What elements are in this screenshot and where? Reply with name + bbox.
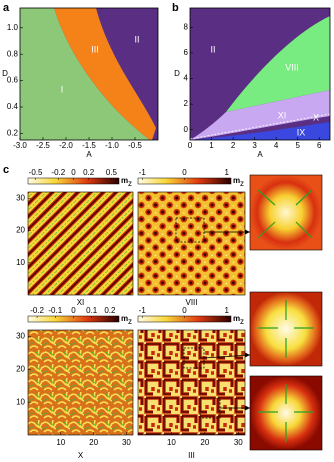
colorbar-tick-label: 1	[225, 306, 230, 315]
map-label: X	[78, 451, 84, 460]
x-tick-label: 10	[56, 438, 65, 447]
map-label: XI	[77, 298, 85, 307]
x-tick-label: 2	[231, 141, 236, 150]
texture-map	[137, 191, 246, 296]
y-tick-label: 30	[16, 332, 25, 341]
x-tick-label: -2.0	[59, 141, 73, 150]
zoom-box	[175, 217, 205, 243]
x-tick-label: -3.0	[13, 141, 27, 150]
x-tick-label: 5	[295, 141, 300, 150]
y-axis-label: D	[2, 69, 8, 78]
y-tick-label: 0.4	[7, 102, 19, 111]
colorbar-tick-label: -0.2	[30, 306, 44, 315]
zoom-arrowhead	[245, 229, 250, 235]
y-tick-label: 6	[184, 48, 189, 57]
colorbar-tick-label: 0.1	[86, 306, 98, 315]
x-tick-label: 20	[200, 438, 209, 447]
panel-label: b	[172, 2, 179, 14]
colorbar-tick-label: -1	[139, 306, 147, 315]
texture-map	[137, 329, 246, 436]
colorbar-tick-label: 0	[182, 306, 187, 315]
map-label: III	[188, 451, 195, 460]
texture-map	[27, 329, 134, 436]
colorbar-unit-sub: z	[128, 317, 132, 326]
phase-region	[190, 122, 330, 140]
x-axis-label: A	[257, 150, 263, 159]
region-label: XI	[278, 110, 287, 120]
x-tick-label: 30	[122, 438, 131, 447]
region-label: II	[134, 34, 139, 44]
colorbar-unit-sub: z	[240, 179, 244, 188]
y-tick-label: 0.2	[7, 129, 19, 138]
phase-region	[20, 8, 150, 140]
x-tick-label: 1	[209, 141, 214, 150]
x-tick-label: 6	[317, 141, 322, 150]
plot-frame	[189, 7, 331, 141]
x-tick-label: -1.0	[105, 141, 119, 150]
colorbar-tick-label: -1	[139, 168, 147, 177]
x-tick-label: 20	[89, 438, 98, 447]
colorbar-unit-sub: z	[128, 179, 132, 188]
region-label: I	[61, 84, 64, 94]
colorbar-unit: m	[121, 176, 128, 185]
y-tick-label: 1.0	[7, 23, 19, 32]
y-tick-label: 0.6	[7, 76, 19, 85]
phase-region	[226, 16, 330, 112]
colorbar-tick-label: 0.5	[106, 168, 118, 177]
y-tick-label: 0.8	[7, 49, 19, 58]
x-tick-label: 4	[274, 141, 279, 150]
phase-region	[54, 8, 156, 140]
y-tick-label: 10	[16, 258, 25, 267]
phase-region	[190, 90, 330, 140]
y-tick-label: 10	[16, 397, 25, 406]
colorbar-tick-label: 0	[71, 306, 76, 315]
phase-boundary	[189, 113, 331, 140]
x-tick-label: 0	[188, 141, 193, 150]
y-tick-label: 30	[16, 194, 25, 203]
colorbar-tick-label: 0	[71, 168, 76, 177]
y-tick-label: 4	[184, 74, 189, 83]
x-tick-label: 3	[252, 141, 257, 150]
region-label: III	[91, 44, 99, 54]
x-tick-label: 10	[167, 438, 176, 447]
colorbar-unit: m	[121, 314, 128, 323]
colorbar-tick-label: 0	[182, 168, 187, 177]
x-tick-label: -0.5	[128, 141, 142, 150]
colorbar-tick-label: -0.1	[48, 306, 62, 315]
zoom-arrowhead	[245, 352, 250, 358]
x-tick-label: -2.5	[36, 141, 50, 150]
colorbar-tick-label: 0.2	[104, 306, 116, 315]
y-tick-label: 20	[16, 226, 25, 235]
x-axis-label: A	[86, 150, 92, 159]
panel-label: a	[3, 2, 10, 14]
y-tick-label: 2	[184, 99, 189, 108]
zoom-arrowhead	[245, 405, 250, 411]
colorbar-tick-label: 1	[225, 168, 230, 177]
map-label: VIII	[185, 298, 197, 307]
region-label: II	[210, 44, 215, 54]
colorbar-tick-label: -0.5	[29, 168, 43, 177]
y-tick-label: 20	[16, 364, 25, 373]
texture-map	[27, 191, 134, 296]
x-tick-label: 30	[234, 438, 243, 447]
colorbar-unit: m	[233, 314, 240, 323]
y-axis-label: D	[174, 69, 180, 78]
colorbar-tick-label: 0.2	[83, 168, 95, 177]
region-label: X	[313, 112, 319, 122]
panel-label: c	[3, 164, 9, 176]
x-tick-label: -1.5	[82, 141, 96, 150]
zoom-panels	[249, 174, 323, 451]
colorbar-unit: m	[233, 176, 240, 185]
colorbar-tick-label: -0.2	[51, 168, 65, 177]
y-tick-label: 8	[184, 22, 189, 31]
colorbar-unit-sub: z	[240, 317, 244, 326]
region-label: VIII	[285, 62, 299, 72]
zoom-arrow	[203, 354, 251, 359]
y-tick-label: 0	[184, 125, 189, 134]
region-label: IX	[297, 127, 306, 137]
